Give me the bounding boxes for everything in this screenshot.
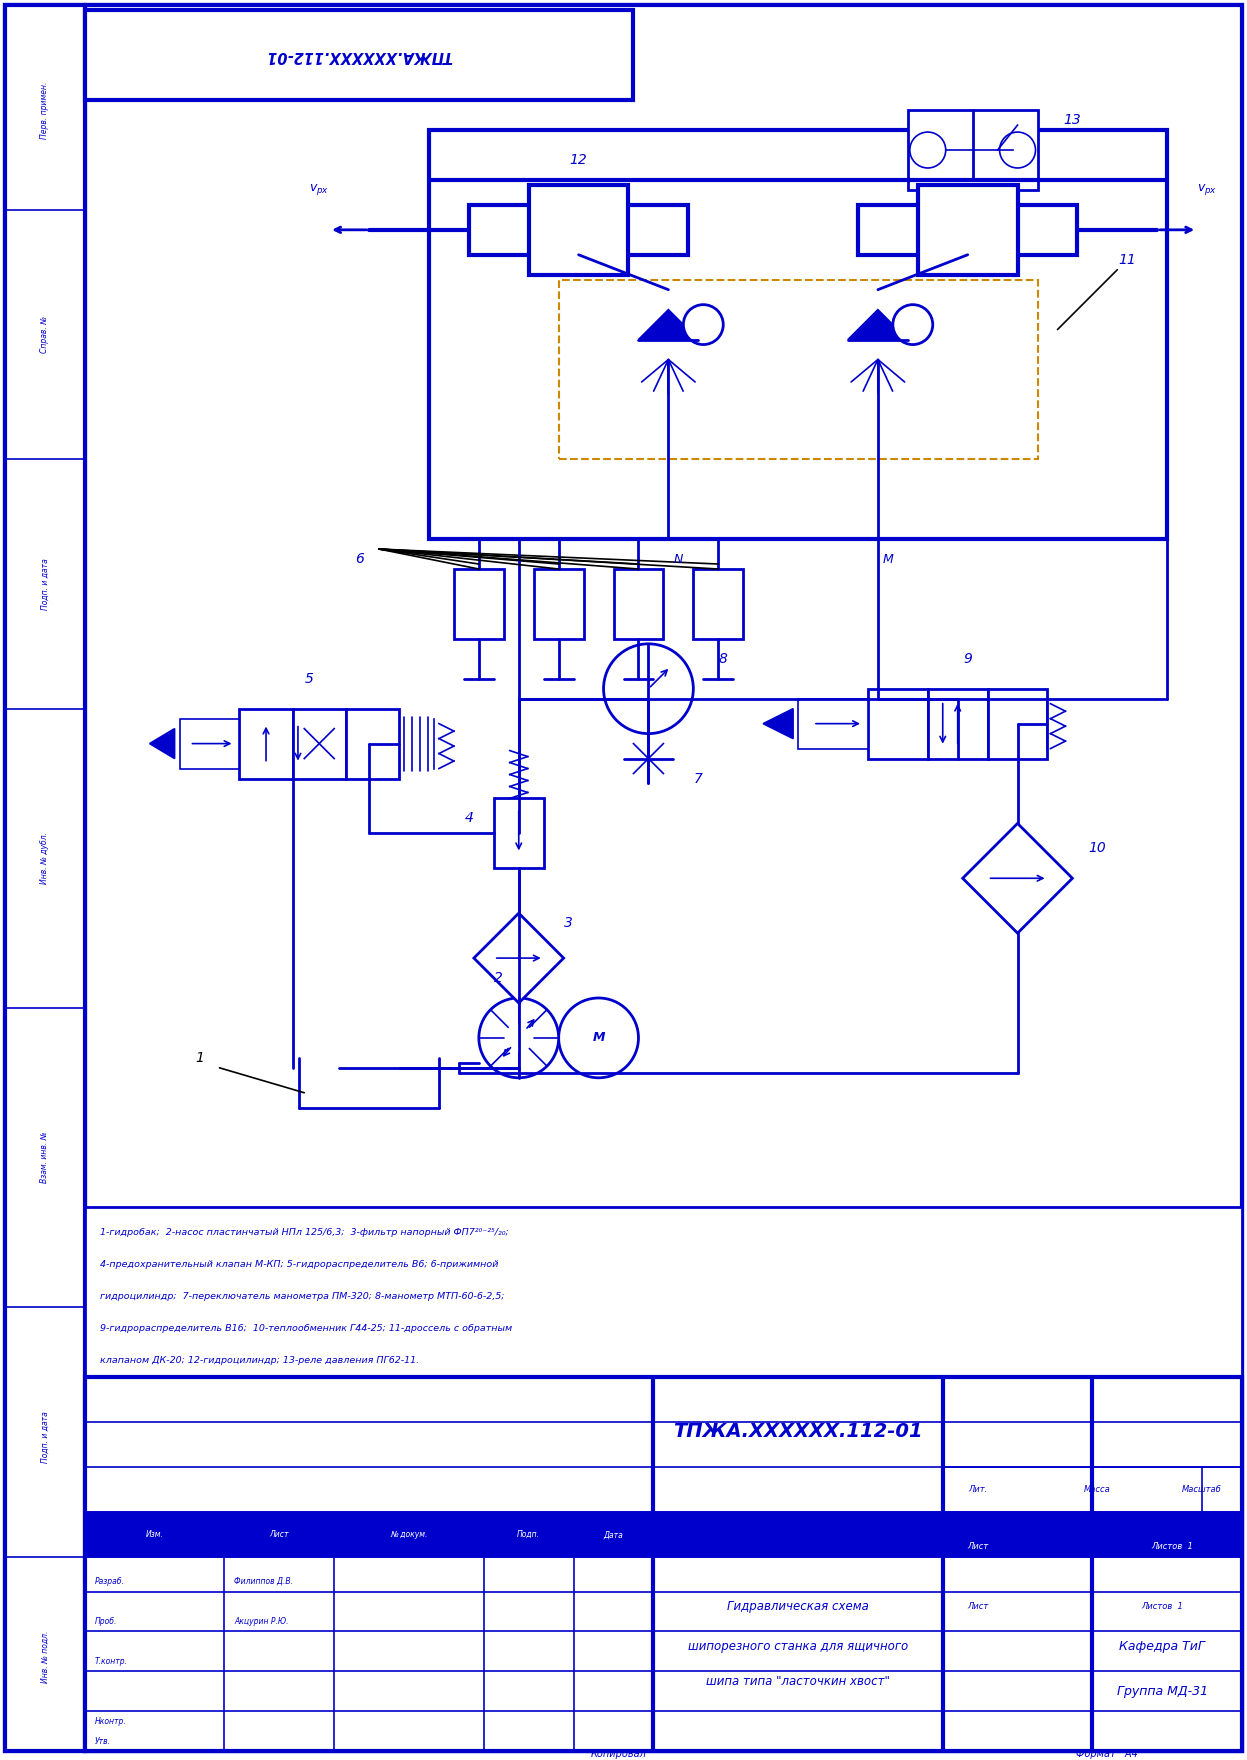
Polygon shape (848, 310, 908, 340)
Bar (534, 568, 584, 639)
Text: 1: 1 (195, 1051, 205, 1065)
Text: Нконтр.: Нконтр. (95, 1716, 126, 1727)
Text: 4: 4 (464, 811, 474, 825)
Text: Подп. и дата: Подп. и дата (40, 1412, 50, 1463)
Text: 7: 7 (693, 771, 703, 785)
Text: N: N (673, 553, 683, 565)
Bar (559, 280, 1038, 459)
Text: $v_{px}$: $v_{px}$ (309, 183, 329, 197)
Bar (529, 185, 628, 275)
Circle shape (1000, 132, 1035, 167)
Text: 3: 3 (564, 917, 574, 931)
Bar (454, 568, 504, 639)
Polygon shape (963, 824, 1072, 933)
Text: Группа МД-31: Группа МД-31 (1116, 1684, 1208, 1698)
Text: Утв.: Утв. (95, 1737, 111, 1746)
Text: 10: 10 (1089, 841, 1106, 855)
Text: 11: 11 (1119, 253, 1136, 268)
Text: Разраб.: Разраб. (95, 1577, 125, 1586)
Text: клапаном ДК-20; 12-гидроцилиндр; 13-реле давления ПГ62-11.: клапаном ДК-20; 12-гидроцилиндр; 13-реле… (100, 1355, 419, 1364)
Text: Инв. № дубл.: Инв. № дубл. (40, 832, 50, 884)
Text: 13: 13 (1064, 113, 1081, 127)
Text: 5: 5 (304, 672, 314, 686)
Text: № докум.: № докум. (390, 1529, 428, 1540)
Bar (85, 11, 633, 100)
Text: 8: 8 (718, 651, 728, 665)
Bar (85, 1512, 1242, 1556)
Circle shape (604, 644, 693, 734)
Text: ТПЖА.XXXXXX.112-01: ТПЖА.XXXXXX.112-01 (673, 1422, 923, 1441)
Bar (5, 5, 85, 1751)
Text: 9: 9 (963, 651, 973, 665)
Text: $v_{px}$: $v_{px}$ (1197, 183, 1217, 197)
Text: шипа типа "ласточкин хвост": шипа типа "ласточкин хвост" (706, 1676, 890, 1688)
Circle shape (893, 304, 933, 345)
Text: Копировал: Копировал (591, 1749, 646, 1760)
Bar (614, 568, 663, 639)
Bar (798, 699, 868, 748)
Text: Т.контр.: Т.контр. (95, 1656, 127, 1667)
Text: Масштаб: Масштаб (1182, 1485, 1222, 1494)
Text: М: М (592, 1031, 605, 1044)
Bar (345, 709, 399, 778)
Polygon shape (150, 729, 175, 759)
Polygon shape (474, 913, 564, 1003)
Bar (693, 568, 743, 639)
Bar (239, 709, 293, 778)
Bar (85, 1207, 1242, 1376)
Text: 2: 2 (494, 972, 504, 986)
Bar (429, 130, 1167, 539)
Polygon shape (763, 709, 793, 739)
Text: Листов  1: Листов 1 (1151, 1542, 1193, 1551)
Text: Проб.: Проб. (95, 1617, 117, 1626)
Text: гидроцилиндр;  7-переключатель манометра ПМ-320; 8-манометр МТП-60-6-2,5;: гидроцилиндр; 7-переключатель манометра … (100, 1292, 504, 1301)
Circle shape (910, 132, 945, 167)
Bar (469, 204, 688, 255)
Bar (85, 1376, 1242, 1751)
Text: Гидравлическая схема: Гидравлическая схема (727, 1600, 869, 1612)
Text: Формат   А4: Формат А4 (1076, 1749, 1139, 1760)
Text: Взам. инв. №: Взам. инв. № (40, 1132, 50, 1183)
Circle shape (683, 304, 723, 345)
Bar (928, 688, 988, 759)
Bar (908, 111, 1038, 190)
Text: 12: 12 (570, 153, 587, 167)
Text: Лист: Лист (966, 1542, 989, 1551)
Bar (494, 799, 544, 868)
Text: 6: 6 (354, 553, 364, 567)
Text: Акцурин Р.Ю.: Акцурин Р.Ю. (234, 1617, 289, 1626)
Text: Филиппов Д.В.: Филиппов Д.В. (234, 1577, 293, 1586)
Circle shape (559, 998, 638, 1077)
Circle shape (479, 998, 559, 1077)
Bar (180, 718, 239, 769)
Text: 1-гидробак;  2-насос пластинчатый НПл 125/6,3;  3-фильтр напорный ФП7²⁰⁻²⁵/₂₀;: 1-гидробак; 2-насос пластинчатый НПл 125… (100, 1228, 509, 1237)
Text: 9-гидрораспределитель В16;  10-теплообменник Г44-25; 11-дроссель с обратным: 9-гидрораспределитель В16; 10-теплообмен… (100, 1324, 511, 1332)
Bar (918, 185, 1018, 275)
Text: Листов  1: Листов 1 (1141, 1602, 1183, 1610)
Text: 4-предохранительный клапан М-КП; 5-гидрораспределитель В6; 6-прижимной: 4-предохранительный клапан М-КП; 5-гидро… (100, 1260, 498, 1269)
Bar (293, 709, 345, 778)
Text: Подп. и дата: Подп. и дата (40, 558, 50, 611)
Text: Справ. №: Справ. № (40, 317, 50, 354)
Text: Инв. № подл.: Инв. № подл. (40, 1630, 50, 1683)
Text: Дата: Дата (604, 1529, 624, 1540)
Text: шипорезного станка для ящичного: шипорезного станка для ящичного (688, 1640, 908, 1653)
Text: Лист: Лист (966, 1602, 989, 1610)
Text: Подп.: Подп. (518, 1529, 540, 1540)
Text: Кафедра ТиГ: Кафедра ТиГ (1120, 1640, 1205, 1653)
Text: Изм.: Изм. (146, 1529, 163, 1540)
Text: Лист: Лист (269, 1529, 289, 1540)
Text: M: M (883, 553, 893, 565)
Bar (988, 688, 1047, 759)
Text: Масса: Масса (1084, 1485, 1111, 1494)
Text: Лит.: Лит. (968, 1485, 988, 1494)
Bar (858, 204, 1077, 255)
Bar (868, 688, 928, 759)
Text: ТПЖА.XXXXXX.112-01: ТПЖА.XXXXXX.112-01 (266, 48, 453, 63)
Polygon shape (638, 310, 698, 340)
Text: Перв. примен.: Перв. примен. (40, 81, 50, 139)
